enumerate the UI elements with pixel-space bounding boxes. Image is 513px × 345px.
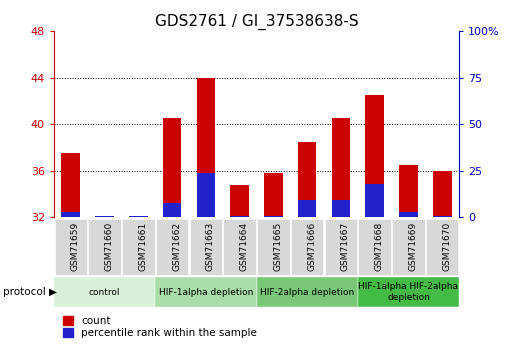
FancyBboxPatch shape <box>122 219 154 275</box>
Bar <box>196 173 215 217</box>
Bar <box>433 171 451 217</box>
Text: GSM71659: GSM71659 <box>71 222 80 272</box>
Bar <box>196 78 215 217</box>
FancyBboxPatch shape <box>223 219 256 275</box>
Text: GSM71668: GSM71668 <box>374 222 384 272</box>
Bar <box>230 185 249 217</box>
Bar <box>331 200 350 217</box>
Legend: count, percentile rank within the sample: count, percentile rank within the sample <box>59 312 261 342</box>
FancyBboxPatch shape <box>359 219 391 275</box>
Text: GSM71669: GSM71669 <box>408 222 418 272</box>
Bar <box>264 173 283 217</box>
Bar <box>129 216 148 217</box>
Text: GSM71664: GSM71664 <box>240 222 249 271</box>
FancyBboxPatch shape <box>155 277 256 307</box>
Bar <box>399 165 418 217</box>
Text: GSM71660: GSM71660 <box>105 222 113 272</box>
FancyBboxPatch shape <box>325 219 357 275</box>
Text: GSM71666: GSM71666 <box>307 222 316 272</box>
Bar <box>399 212 418 217</box>
Text: protocol ▶: protocol ▶ <box>3 287 56 297</box>
Bar <box>95 216 114 217</box>
Text: GSM71661: GSM71661 <box>139 222 147 272</box>
Bar <box>163 203 182 217</box>
FancyBboxPatch shape <box>392 219 425 275</box>
FancyBboxPatch shape <box>156 219 188 275</box>
Title: GDS2761 / GI_37538638-S: GDS2761 / GI_37538638-S <box>155 13 358 30</box>
Text: control: control <box>89 287 120 297</box>
FancyBboxPatch shape <box>426 219 459 275</box>
Text: GSM71667: GSM71667 <box>341 222 350 272</box>
Text: GSM71663: GSM71663 <box>206 222 215 272</box>
FancyBboxPatch shape <box>54 219 87 275</box>
Bar <box>230 216 249 217</box>
Text: HIF-1alpha HIF-2alpha
depletion: HIF-1alpha HIF-2alpha depletion <box>359 282 459 302</box>
Bar <box>298 200 317 217</box>
Bar <box>365 95 384 217</box>
Text: HIF-1alpha depletion: HIF-1alpha depletion <box>159 287 253 297</box>
Bar <box>433 216 451 217</box>
FancyBboxPatch shape <box>88 219 121 275</box>
Text: GSM71665: GSM71665 <box>273 222 282 272</box>
FancyBboxPatch shape <box>54 277 155 307</box>
FancyBboxPatch shape <box>190 219 222 275</box>
Bar <box>163 118 182 217</box>
FancyBboxPatch shape <box>256 277 358 307</box>
Bar <box>331 118 350 217</box>
Bar <box>129 216 148 217</box>
Text: GSM71662: GSM71662 <box>172 222 181 271</box>
Bar <box>298 142 317 217</box>
FancyBboxPatch shape <box>358 277 459 307</box>
Bar <box>264 216 283 217</box>
Bar <box>62 211 80 217</box>
Bar <box>95 216 114 217</box>
FancyBboxPatch shape <box>291 219 323 275</box>
Bar <box>62 154 80 217</box>
Text: GSM71670: GSM71670 <box>442 222 451 272</box>
Text: HIF-2alpha depletion: HIF-2alpha depletion <box>260 287 354 297</box>
FancyBboxPatch shape <box>257 219 290 275</box>
Bar <box>365 184 384 217</box>
